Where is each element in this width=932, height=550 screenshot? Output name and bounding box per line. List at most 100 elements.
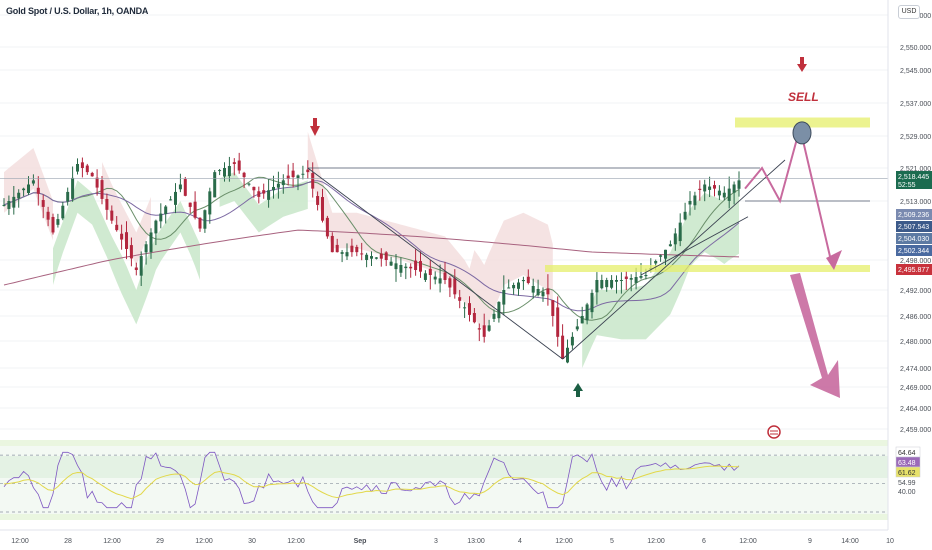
sell-target-circle bbox=[792, 121, 812, 145]
candle-down bbox=[428, 268, 432, 275]
candle-down bbox=[237, 160, 241, 171]
candle-up bbox=[536, 289, 540, 296]
price-badge-label: 2,502.344 bbox=[898, 248, 929, 255]
candle-up bbox=[717, 190, 721, 196]
candle-up bbox=[178, 184, 182, 190]
candle-up bbox=[664, 249, 667, 259]
candle-up bbox=[159, 213, 163, 222]
candle-down bbox=[316, 196, 320, 205]
time-tick-label: 10 bbox=[886, 538, 894, 545]
candle-down bbox=[561, 335, 565, 359]
candle-down bbox=[46, 211, 50, 220]
candle-up bbox=[541, 291, 545, 297]
candle-up bbox=[389, 261, 393, 266]
candle-up bbox=[634, 277, 638, 283]
candle-up bbox=[708, 186, 712, 190]
rsi-signal-line bbox=[3, 465, 740, 500]
candle-up bbox=[619, 280, 623, 281]
candle-up bbox=[276, 183, 280, 188]
candle-up bbox=[154, 220, 158, 234]
cloud-red bbox=[307, 131, 553, 333]
candle-up bbox=[521, 280, 525, 282]
candle-up bbox=[66, 191, 70, 202]
time-tick-label: 30 bbox=[248, 538, 256, 545]
rsi-tick-label: 40.00 bbox=[898, 489, 916, 496]
candle-up bbox=[27, 184, 30, 193]
moving-average-fast bbox=[3, 176, 740, 321]
candle-down bbox=[330, 235, 334, 253]
candle-up bbox=[737, 180, 741, 189]
candle-down bbox=[384, 252, 388, 260]
candle-up bbox=[595, 280, 599, 293]
candle-down bbox=[472, 313, 476, 323]
time-tick-label: 12:00 bbox=[287, 538, 305, 545]
candle-up bbox=[399, 265, 403, 273]
price-tick-label: 2,492.000 bbox=[900, 288, 931, 295]
candle-down bbox=[232, 162, 236, 164]
candle-up bbox=[227, 166, 231, 177]
candle-down bbox=[409, 266, 413, 269]
candle-down bbox=[183, 179, 187, 196]
candle-up bbox=[570, 336, 574, 346]
candle-up bbox=[580, 316, 584, 324]
candle-up bbox=[22, 188, 26, 191]
candle-up bbox=[223, 168, 226, 177]
time-tick-label: 12:00 bbox=[11, 538, 29, 545]
time-tick-label: 4 bbox=[518, 538, 522, 545]
candle-up bbox=[722, 192, 726, 198]
candle-down bbox=[350, 245, 354, 253]
candle-up bbox=[507, 287, 511, 289]
candle-down bbox=[193, 201, 197, 218]
candle-down bbox=[105, 199, 109, 210]
candle-up bbox=[644, 275, 648, 277]
candle-down bbox=[100, 180, 104, 199]
candle-down bbox=[443, 272, 447, 280]
currency-button[interactable]: USD bbox=[898, 5, 920, 19]
candle-down bbox=[134, 267, 138, 270]
candle-up bbox=[639, 276, 643, 278]
candle-up bbox=[610, 280, 614, 288]
candle-down bbox=[129, 245, 133, 259]
candle-down bbox=[419, 261, 422, 272]
time-tick-label: 6 bbox=[702, 538, 706, 545]
candle-down bbox=[448, 278, 452, 288]
big-down-arrow bbox=[790, 273, 840, 398]
candle-up bbox=[213, 172, 217, 198]
price-tick-label: 2,459.000 bbox=[900, 427, 931, 434]
candle-down bbox=[335, 244, 339, 253]
candle-down bbox=[188, 202, 192, 207]
candle-up bbox=[605, 280, 609, 288]
time-tick-label: 12:00 bbox=[647, 538, 665, 545]
time-tick-label: 29 bbox=[156, 538, 164, 545]
rsi-badge-label: 61.62 bbox=[898, 470, 916, 477]
candle-up bbox=[659, 255, 663, 257]
time-tick-label: 5 bbox=[610, 538, 614, 545]
candle-up bbox=[732, 184, 736, 193]
candle-up bbox=[683, 211, 687, 220]
candle-up bbox=[340, 252, 344, 254]
candle-up bbox=[404, 266, 408, 269]
candle-up bbox=[12, 196, 16, 208]
price-badge-label: 2,507.543 bbox=[898, 224, 929, 231]
candle-down bbox=[551, 300, 555, 316]
candle-down bbox=[41, 200, 45, 207]
price-badge bbox=[896, 233, 932, 244]
candle-up bbox=[296, 175, 300, 179]
candle-up bbox=[365, 254, 369, 260]
candle-up bbox=[370, 256, 373, 259]
candle-up bbox=[585, 304, 589, 321]
candle-up bbox=[149, 232, 153, 253]
time-tick-label: 13:00 bbox=[467, 538, 485, 545]
candle-down bbox=[115, 224, 119, 231]
cloud-green bbox=[582, 188, 739, 368]
candle-down bbox=[110, 210, 114, 221]
candle-up bbox=[575, 326, 579, 330]
price-tick-label: 2,521.000 bbox=[900, 166, 931, 173]
price-tick-label: 2,474.000 bbox=[900, 366, 931, 373]
time-tick-label: Sep bbox=[354, 538, 367, 545]
price-badge bbox=[896, 221, 932, 232]
candle-up bbox=[218, 170, 222, 172]
price-badge bbox=[896, 264, 932, 275]
